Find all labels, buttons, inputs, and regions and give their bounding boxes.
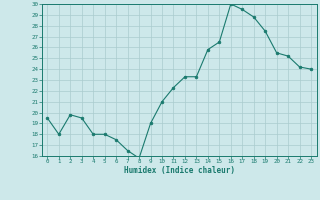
X-axis label: Humidex (Indice chaleur): Humidex (Indice chaleur) bbox=[124, 166, 235, 175]
